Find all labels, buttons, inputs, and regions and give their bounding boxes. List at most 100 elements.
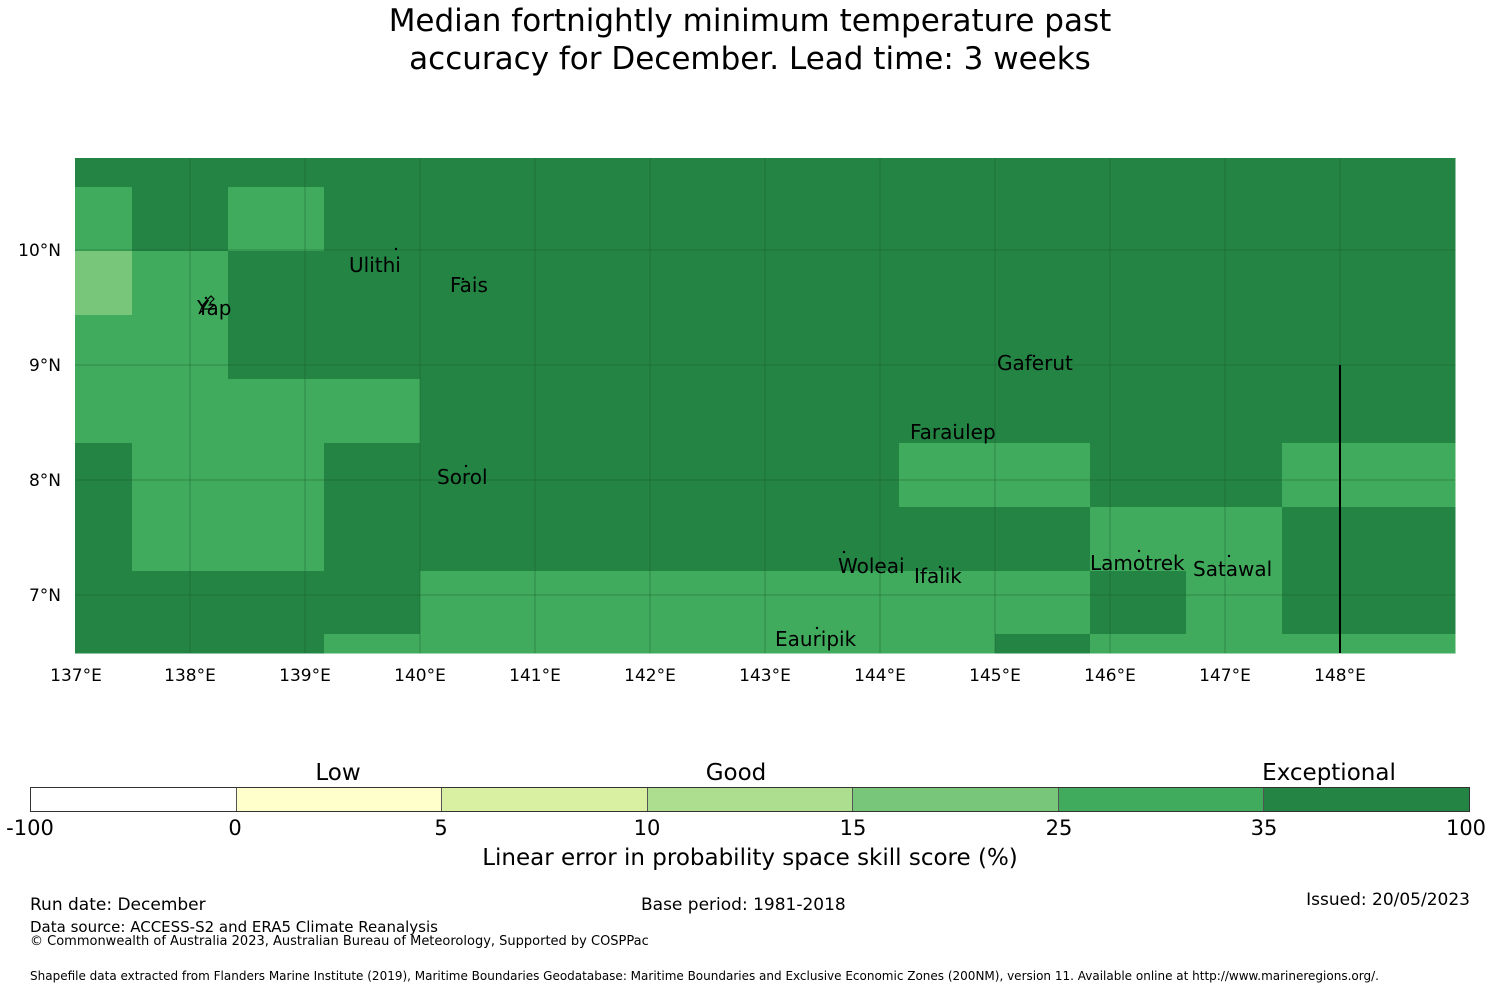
skill-cell	[995, 571, 1091, 635]
skill-cell	[899, 507, 996, 572]
skill-cell	[75, 251, 133, 316]
colorbar-segment	[853, 788, 1059, 811]
skill-cell	[1090, 379, 1187, 444]
skill-cell	[228, 315, 325, 380]
skill-cell	[1378, 507, 1456, 572]
skill-cell	[515, 379, 612, 444]
colorbar-segment	[1264, 788, 1470, 811]
island-marker	[1032, 354, 1036, 358]
skill-cell	[75, 507, 133, 572]
skill-cell	[803, 251, 900, 316]
skill-cell	[228, 251, 325, 316]
skill-cell	[803, 315, 900, 380]
skill-cell	[324, 251, 421, 316]
longitude-tick: 142°E	[624, 666, 676, 686]
skill-cell	[1090, 507, 1187, 572]
skill-cell	[803, 158, 900, 188]
skill-cell	[1378, 251, 1456, 316]
copyright: © Commonwealth of Australia 2023, Austra…	[30, 934, 649, 949]
skill-cell	[75, 634, 133, 654]
skill-cell	[75, 571, 133, 635]
skill-cell	[228, 634, 325, 654]
longitude-tick-labels: 137°E 138°E 139°E 140°E 141°E 142°E 143°E 144°E…	[50, 666, 1366, 686]
legend-category-good: Good	[705, 760, 767, 786]
skill-cell	[707, 443, 804, 508]
skill-cell	[899, 443, 996, 508]
colorbar-segment	[31, 788, 237, 811]
skill-cell	[420, 507, 516, 572]
skill-cell	[707, 158, 804, 188]
skill-cell	[611, 571, 708, 635]
skill-cell	[324, 571, 421, 635]
skill-cell	[611, 315, 708, 380]
colorbar-tick: 100	[1445, 816, 1487, 840]
skill-cell	[132, 571, 229, 635]
issued-date: Issued: 20/05/2023	[1306, 890, 1470, 910]
longitude-tick: 147°E	[1199, 666, 1251, 686]
skill-cell	[75, 158, 133, 188]
place-label: Woleai	[838, 554, 905, 578]
skill-cell	[1090, 158, 1187, 188]
skill-cell	[899, 315, 996, 380]
colorbar-segment	[647, 788, 854, 811]
longitude-tick: 141°E	[509, 666, 561, 686]
skill-cell	[324, 158, 421, 188]
skill-cell	[611, 443, 708, 508]
skill-cell	[611, 634, 708, 654]
shapefile-credit: Shapefile data extracted from Flanders M…	[30, 969, 1379, 983]
island-marker	[394, 247, 398, 251]
skill-cell	[707, 507, 804, 572]
longitude-tick: 139°E	[279, 666, 331, 686]
skill-cell	[611, 187, 708, 252]
skill-cell	[132, 315, 229, 380]
skill-cell	[228, 507, 325, 572]
longitude-tick: 137°E	[50, 666, 102, 686]
skill-cell	[75, 187, 133, 252]
skill-cell	[995, 158, 1091, 188]
skill-cell	[420, 187, 516, 252]
place-label: Eauripik	[775, 627, 857, 651]
skill-cell	[515, 634, 612, 654]
skill-cell	[1090, 187, 1187, 252]
skill-cell	[420, 158, 516, 188]
skill-cell	[420, 315, 516, 380]
skill-cell	[1186, 158, 1283, 188]
skill-cell	[995, 315, 1091, 380]
skill-cell	[324, 634, 421, 654]
island-marker	[842, 550, 846, 554]
skill-cell	[707, 187, 804, 252]
skill-cell	[132, 634, 229, 654]
skill-cell	[1186, 443, 1283, 508]
place-label: Ifalik	[914, 564, 962, 588]
skill-cell	[75, 443, 133, 508]
skill-cell	[75, 315, 133, 380]
colorbar-segment	[236, 788, 443, 811]
skill-cell	[324, 315, 421, 380]
colorbar-segment	[1058, 788, 1265, 811]
skill-cell	[132, 443, 229, 508]
skill-cell	[1282, 571, 1379, 635]
skill-cell	[707, 379, 804, 444]
skill-cell	[899, 634, 996, 654]
skill-cell	[1090, 315, 1187, 380]
longitude-tick: 146°E	[1084, 666, 1136, 686]
skill-cell	[515, 158, 612, 188]
skill-cell	[228, 187, 325, 252]
skill-cell	[1090, 571, 1187, 635]
skill-cell	[228, 379, 325, 444]
place-label: Faraulep	[910, 420, 996, 444]
skill-cell	[1282, 158, 1379, 188]
skill-cell	[899, 379, 996, 444]
skill-cell	[1186, 187, 1283, 252]
island-marker	[815, 626, 819, 630]
skill-cell	[1282, 187, 1379, 252]
colorbar-tick: 10	[633, 816, 661, 840]
base-period: Base period: 1981-2018	[641, 895, 846, 915]
colorbar-tick: 5	[434, 816, 448, 840]
skill-cell	[1090, 251, 1187, 316]
skill-cell	[515, 187, 612, 252]
skill-cell	[1378, 379, 1456, 444]
colorbar-segment	[442, 788, 648, 811]
colorbar-tick: -100	[6, 816, 54, 840]
skill-cell	[1378, 634, 1456, 654]
